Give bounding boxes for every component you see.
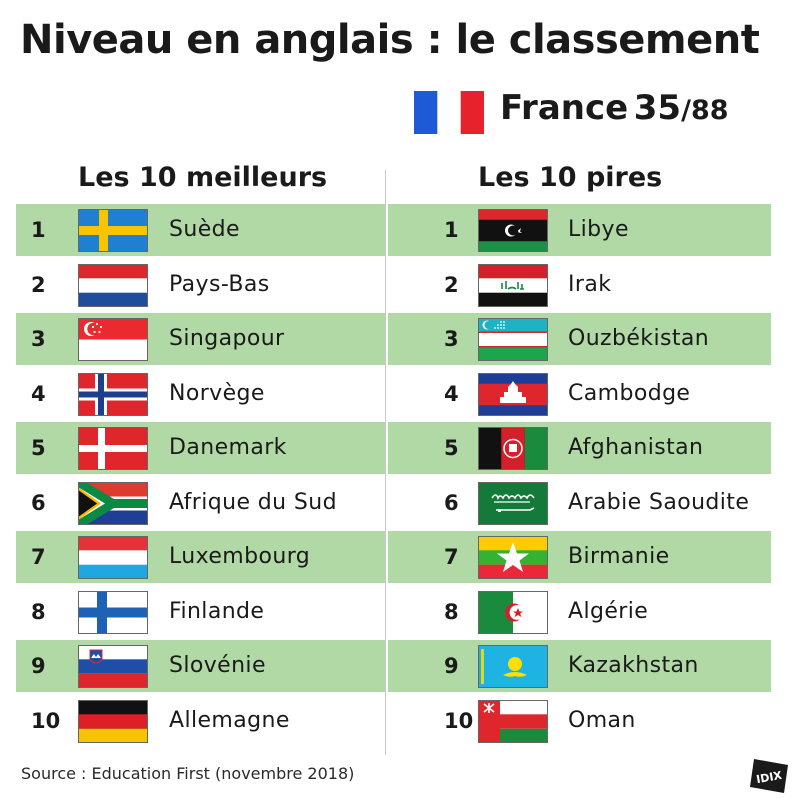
best-row: 2 Pays-Bas: [16, 259, 385, 311]
france-flag-icon: [414, 91, 484, 134]
best-row: 6 Afrique du Sud: [16, 477, 385, 529]
country-name: Singapour: [169, 326, 285, 351]
country-name: Afrique du Sud: [169, 489, 337, 515]
rank-number: 10: [31, 708, 61, 733]
iraq-flag-icon: [478, 263, 548, 307]
oman-flag-icon: [478, 699, 548, 743]
country-name: Birmanie: [568, 544, 670, 569]
singapore-flag-icon: [78, 318, 148, 361]
country-name: Slovénie: [169, 653, 266, 678]
worst-row: 9 Kazakhstan: [388, 640, 771, 692]
rank-number: 1: [31, 218, 46, 242]
best-row: 8 Finlande: [16, 586, 385, 638]
rank-number: 3: [444, 327, 459, 351]
column-divider: [385, 170, 386, 755]
france-rank-total: /88: [681, 95, 729, 126]
worst-row: 2 Irak: [388, 259, 771, 311]
country-name: Suède: [169, 217, 240, 242]
best-row: 5 Danemark: [16, 422, 385, 474]
country-name: Cambodge: [568, 380, 691, 406]
france-rank-value: 35: [633, 88, 682, 128]
uzbekistan-flag-icon: [478, 318, 548, 361]
kazakhstan-flag-icon: [478, 645, 548, 688]
country-name: Irak: [568, 271, 612, 297]
country-name: Allemagne: [169, 707, 290, 733]
algeria-flag-icon: [478, 590, 548, 634]
cambodia-flag-icon: [478, 372, 548, 416]
worst-row: 5 Afghanistan: [388, 422, 771, 474]
country-name: Algérie: [568, 598, 649, 624]
rank-number: 6: [31, 490, 46, 515]
page-title: Niveau en anglais : le classement: [20, 17, 760, 63]
norway-flag-icon: [78, 372, 148, 416]
rank-number: 8: [444, 599, 459, 624]
best-heading: Les 10 meilleurs: [78, 162, 328, 193]
country-name: Pays-Bas: [169, 271, 270, 297]
netherlands-flag-icon: [78, 263, 148, 307]
country-name: Afghanistan: [568, 435, 704, 460]
country-name: Libye: [568, 217, 629, 242]
rank-number: 10: [444, 708, 474, 733]
country-name: Oman: [568, 707, 636, 733]
slovenia-flag-icon: [78, 645, 148, 688]
worst-row: 8 Algérie: [388, 586, 771, 638]
rank-number: 7: [444, 545, 459, 569]
best-row: 1 Suède: [16, 204, 385, 256]
rank-number: 4: [444, 381, 459, 406]
worst-row: 7 Birmanie: [388, 531, 771, 583]
south-africa-flag-icon: [78, 481, 148, 525]
libya-flag-icon: [478, 209, 548, 252]
rank-number: 5: [31, 436, 46, 460]
myanmar-flag-icon: [478, 536, 548, 579]
rank-number: 9: [31, 654, 46, 678]
worst-row: 6 Arabie Saoudite: [388, 477, 771, 529]
rank-number: 2: [444, 272, 459, 297]
best-row: 7 Luxembourg: [16, 531, 385, 583]
worst-row: 1 Libye: [388, 204, 771, 256]
worst-row: 3 Ouzbékistan: [388, 313, 771, 365]
best-row: 9 Slovénie: [16, 640, 385, 692]
afghanistan-flag-icon: [478, 427, 548, 470]
denmark-flag-icon: [78, 427, 148, 470]
rank-number: 2: [31, 272, 46, 297]
rank-number: 1: [444, 218, 459, 242]
country-name: Finlande: [169, 598, 265, 624]
worst-row: 4 Cambodge: [388, 368, 771, 420]
best-row: 3 Singapour: [16, 313, 385, 365]
worst-heading: Les 10 pires: [478, 162, 663, 193]
sweden-flag-icon: [78, 209, 148, 252]
rank-number: 4: [31, 381, 46, 406]
country-name: Luxembourg: [169, 544, 311, 569]
rank-number: 6: [444, 490, 459, 515]
finland-flag-icon: [78, 590, 148, 634]
germany-flag-icon: [78, 699, 148, 743]
luxembourg-flag-icon: [78, 536, 148, 579]
rank-number: 3: [31, 327, 46, 351]
best-row: 10 Allemagne: [16, 695, 385, 747]
country-name: Kazakhstan: [568, 653, 699, 678]
rank-number: 8: [31, 599, 46, 624]
rank-number: 5: [444, 436, 459, 460]
worst-row: 10 Oman: [388, 695, 771, 747]
rank-number: 7: [31, 545, 46, 569]
france-rank: France 35/88: [500, 88, 729, 128]
best-row: 4 Norvège: [16, 368, 385, 420]
idix-logo: IDIX: [748, 757, 790, 795]
rank-number: 9: [444, 654, 459, 678]
country-name: Danemark: [169, 435, 287, 460]
france-name: France: [500, 88, 629, 128]
svg-text:IDIX: IDIX: [755, 769, 783, 786]
saudi-arabia-flag-icon: [478, 481, 548, 525]
source-note: Source : Education First (novembre 2018): [21, 764, 355, 783]
country-name: Ouzbékistan: [568, 326, 710, 351]
country-name: Arabie Saoudite: [568, 489, 750, 515]
country-name: Norvège: [169, 380, 265, 406]
